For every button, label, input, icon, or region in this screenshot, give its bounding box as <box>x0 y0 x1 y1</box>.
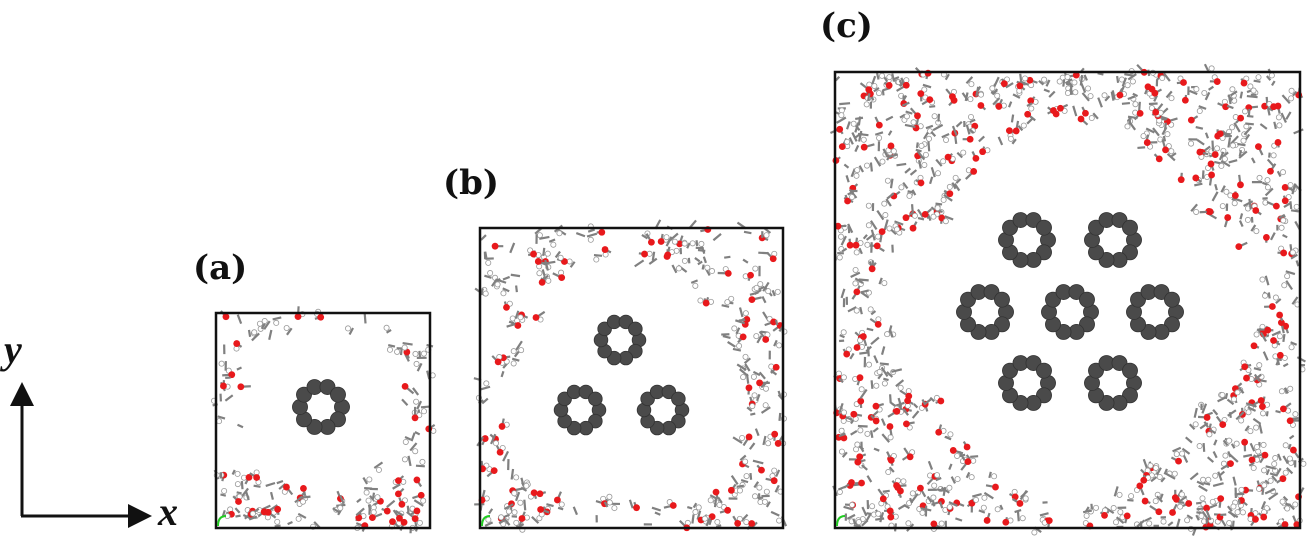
panel-c-snapshot <box>829 63 1307 536</box>
solvent-molecules <box>211 306 437 534</box>
nanotube-ring <box>1084 212 1142 268</box>
panel-a-snapshot <box>211 306 437 534</box>
origin-marker <box>836 515 846 527</box>
solvent-molecules <box>829 63 1307 536</box>
y-axis-label: y <box>4 327 22 372</box>
nanotube-ring <box>1126 284 1184 340</box>
simulation-box <box>833 70 1302 530</box>
panel-label-a: (a) <box>193 248 248 288</box>
simulation-box <box>478 226 785 530</box>
panel-label-c: (c) <box>820 6 873 46</box>
nanotube-ring <box>956 284 1014 340</box>
nanotube-ring <box>292 379 350 435</box>
nanotube-ring <box>1084 355 1142 411</box>
origin-marker <box>481 515 491 527</box>
nanotube-ring <box>998 212 1056 268</box>
panel-b-snapshot <box>473 219 788 533</box>
nanotube-ring <box>553 384 607 436</box>
simulation-box <box>214 311 432 530</box>
x-axis-label: x <box>158 489 178 534</box>
nanotube-ring <box>998 355 1056 411</box>
origin-marker <box>217 515 227 527</box>
nanotube-ring <box>636 384 690 436</box>
nanotube-ring <box>593 314 647 366</box>
nanotube-ring <box>1041 284 1099 340</box>
panel-label-b: (b) <box>443 163 499 203</box>
solvent-molecules <box>473 219 788 533</box>
